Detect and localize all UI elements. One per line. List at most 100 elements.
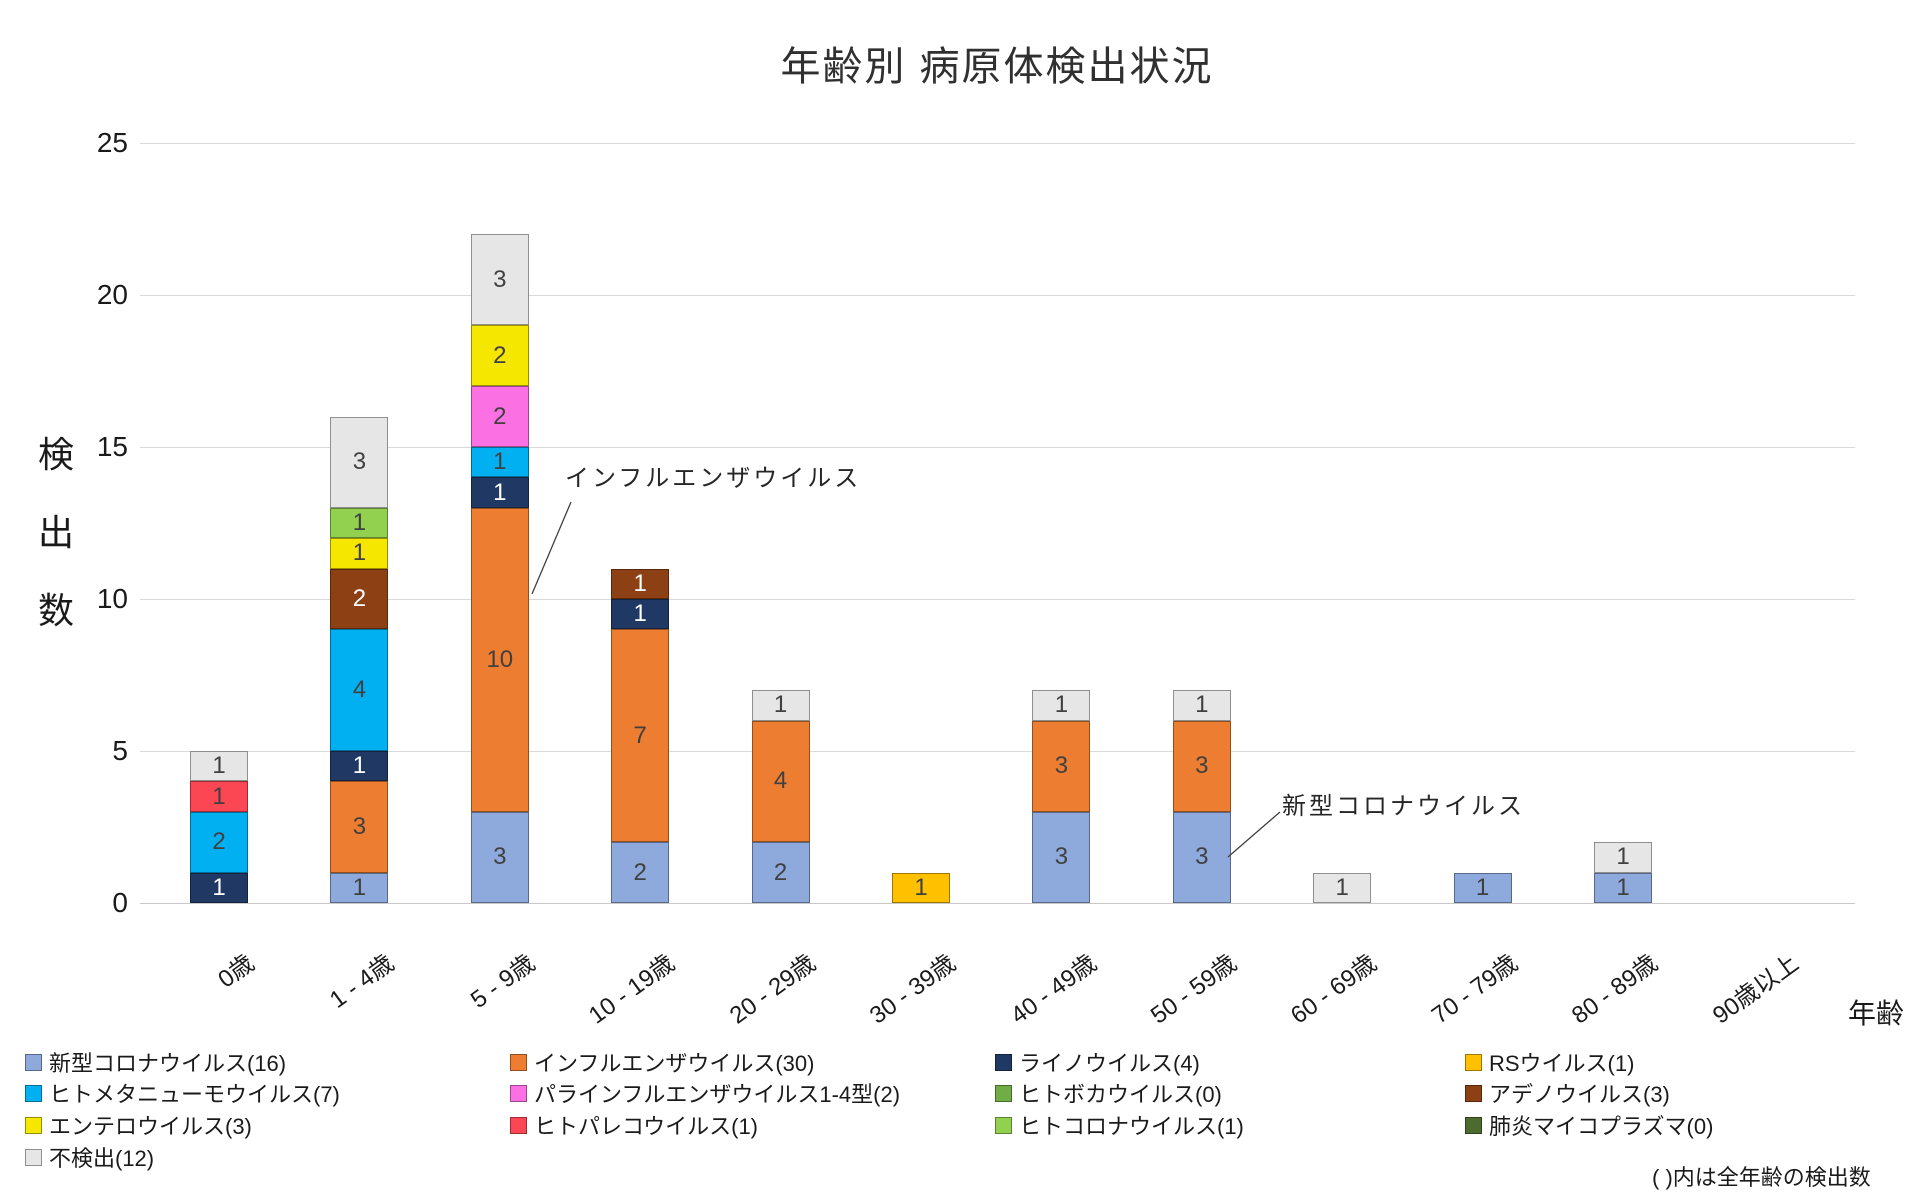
legend-swatch-icon <box>510 1116 527 1134</box>
x-category-label: 5 - 9歳 <box>465 949 540 1014</box>
annotation-text: 新型コロナウイルス <box>1282 793 1525 820</box>
bar-segment <box>892 872 950 903</box>
legend-label: エンテロウイルス(3) <box>49 1114 252 1139</box>
x-category-label: 20 - 29歳 <box>724 949 821 1030</box>
bar-segment <box>190 781 248 812</box>
legend-label: パラインフルエンザウイルス1-4型(2) <box>534 1082 901 1107</box>
bar-segment <box>1172 811 1231 903</box>
legend-item: ヒトボカウイルス(0) <box>995 1077 1222 1109</box>
legend-item: インフルエンザウイルス(30) <box>510 1046 814 1078</box>
bar-segment <box>190 811 248 873</box>
legend-item: アデノウイルス(3) <box>1465 1077 1670 1109</box>
bar-segment <box>470 386 529 447</box>
bar-segment <box>330 538 389 569</box>
x-axis-title: 年齢 <box>1848 998 1905 1029</box>
bar-segment <box>1594 842 1652 873</box>
bar-segment <box>330 872 389 903</box>
legend-swatch-icon <box>510 1084 527 1102</box>
bar-segment <box>751 690 810 721</box>
legend-swatch-icon <box>25 1148 42 1166</box>
bar-segment <box>1453 872 1512 903</box>
legend-label: 不検出(12) <box>49 1146 155 1171</box>
legend-label: ヒトボカウイルス(0) <box>1019 1082 1222 1107</box>
legend-item: ヒトコロナウイルス(1) <box>995 1109 1244 1141</box>
legend-item: ヒトパレコウイルス(1) <box>510 1109 758 1141</box>
annotation-leader-line <box>1227 811 1281 858</box>
annotation-text: インフルエンザウイルス <box>565 465 862 492</box>
bar-segment <box>1032 690 1091 721</box>
gridline <box>140 751 1855 752</box>
legend-item: パラインフルエンザウイルス1-4型(2) <box>510 1077 900 1109</box>
legend-swatch-icon <box>510 1053 527 1071</box>
x-category-label: 40 - 49歳 <box>1005 949 1102 1030</box>
y-axis-title: 検出数 <box>37 434 74 631</box>
legend-item: 新型コロナウイルス(16) <box>25 1046 286 1078</box>
legend-label: RSウイルス(1) <box>1489 1051 1635 1076</box>
legend-label: 肺炎マイコプラズマ(0) <box>1489 1114 1714 1139</box>
bar-segment <box>330 751 389 782</box>
bar-segment <box>751 842 810 903</box>
y-tick-label: 15 <box>96 431 128 462</box>
bar-segment <box>1313 872 1372 903</box>
y-tick-label: 10 <box>96 583 128 614</box>
bar-segment <box>330 781 389 873</box>
bar-segment <box>611 599 670 630</box>
legend-swatch-icon <box>995 1116 1012 1134</box>
legend-item: 不検出(12) <box>25 1141 154 1173</box>
legend-label: ヒトコロナウイルス(1) <box>1019 1114 1244 1139</box>
y-tick-label: 5 <box>112 735 128 766</box>
y-tick-label: 20 <box>96 279 128 310</box>
legend-label: アデノウイルス(3) <box>1489 1082 1670 1107</box>
bar-segment <box>330 507 389 539</box>
y-tick-label: 25 <box>96 127 128 158</box>
bar-segment <box>1032 811 1091 903</box>
bar-segment <box>1594 872 1652 903</box>
y-tick-label: 0 <box>112 887 128 918</box>
bar-segment <box>751 720 810 843</box>
x-category-label: 80 - 89歳 <box>1567 949 1663 1030</box>
gridline <box>140 143 1855 144</box>
bar-segment <box>470 447 529 478</box>
x-category-label: 10 - 19歳 <box>584 949 681 1030</box>
bar-segment <box>1172 720 1231 812</box>
legend-label: ライノウイルス(4) <box>1019 1051 1200 1076</box>
bar-segment <box>470 477 529 508</box>
x-category-label: 30 - 39歳 <box>865 949 961 1030</box>
bar-segment <box>190 751 248 782</box>
legend-label: インフルエンザウイルス(30) <box>534 1051 815 1076</box>
legend-swatch-icon <box>1465 1084 1482 1102</box>
bar-segment <box>611 629 670 843</box>
bar-segment <box>330 568 389 630</box>
chart-title: 年齢別 病原体検出状況 <box>780 45 1214 89</box>
x-category-label: 70 - 79歳 <box>1426 949 1523 1030</box>
x-category-label: 90歳以上 <box>1707 949 1804 1030</box>
gridline <box>140 599 1855 600</box>
bar-segment <box>1032 720 1091 812</box>
legend-item: 肺炎マイコプラズマ(0) <box>1465 1109 1713 1141</box>
bar-segment <box>330 416 389 508</box>
bar-segment <box>470 811 529 903</box>
bar-segment <box>611 568 670 599</box>
legend-item: ライノウイルス(4) <box>995 1046 1200 1078</box>
legend-label: ヒトメタニューモウイルス(7) <box>49 1082 340 1107</box>
legend-swatch-icon <box>995 1084 1012 1102</box>
bar-segment <box>1172 690 1231 721</box>
x-category-label: 0歳 <box>212 949 259 994</box>
x-category-label: 60 - 69歳 <box>1286 949 1383 1030</box>
legend-swatch-icon <box>1465 1116 1482 1134</box>
bar-segment <box>330 629 389 751</box>
legend-swatch-icon <box>25 1053 42 1071</box>
annotation-leader-line <box>531 501 572 595</box>
bar-segment <box>611 842 670 903</box>
legend-swatch-icon <box>25 1084 42 1102</box>
bar-segment <box>470 507 529 812</box>
footnote: ( )内は全年齢の検出数 <box>1652 1165 1871 1190</box>
bar-segment <box>190 872 248 903</box>
legend-swatch-icon <box>25 1116 42 1134</box>
bar-segment <box>470 234 529 326</box>
gridline <box>140 295 1855 296</box>
legend-label: ヒトパレコウイルス(1) <box>534 1114 759 1139</box>
x-category-label: 50 - 59歳 <box>1146 949 1242 1030</box>
